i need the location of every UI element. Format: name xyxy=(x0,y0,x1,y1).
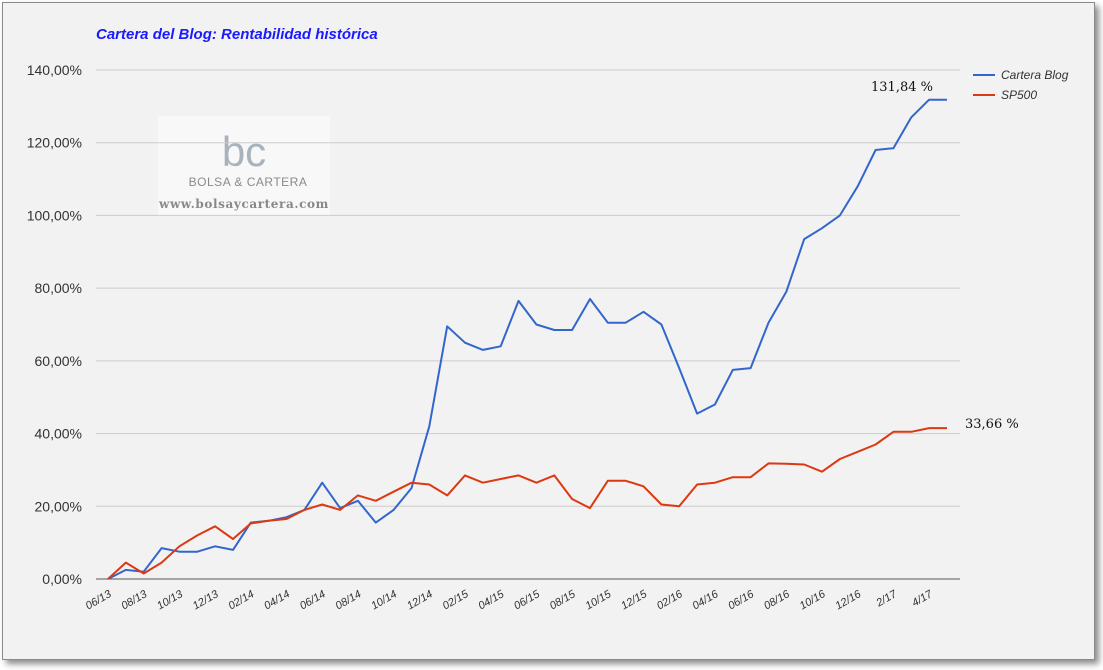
series-lines xyxy=(107,98,947,580)
y-tick-label: 140,00% xyxy=(27,62,82,78)
y-tick-label: 120,00% xyxy=(27,135,82,151)
x-tick-label: 02/15 xyxy=(441,588,472,613)
legend-label: SP500 xyxy=(1001,88,1037,102)
x-tick-label: 10/13 xyxy=(155,588,186,613)
x-tick-label: 02/16 xyxy=(655,588,686,613)
watermark-url: www.bolsaycartera.com xyxy=(158,197,329,211)
x-tick-label: 04/15 xyxy=(476,588,507,613)
x-tick-label: 04/14 xyxy=(262,588,292,612)
legend: Cartera Blog SP500 xyxy=(973,68,1069,102)
grid xyxy=(96,69,960,580)
x-tick-label: 06/16 xyxy=(726,588,757,613)
watermark-brand: BOLSA & CARTERA xyxy=(189,175,308,189)
x-tick-label: 06/13 xyxy=(84,588,115,613)
x-tick-label: 08/13 xyxy=(119,588,150,613)
chart-frame xyxy=(2,2,1095,660)
x-tick-label: 12/15 xyxy=(619,588,650,613)
x-tick-label: 06/15 xyxy=(512,588,543,613)
x-tick-label: 08/16 xyxy=(762,588,793,613)
y-tick-label: 0,00% xyxy=(42,571,82,587)
y-tick-label: 20,00% xyxy=(35,498,82,514)
x-tick-label: 10/15 xyxy=(583,588,614,613)
x-tick-label: 2/17 xyxy=(873,588,899,610)
x-tick-label: 06/14 xyxy=(298,588,328,612)
x-tick-label: 12/16 xyxy=(833,588,864,613)
y-tick-label: 100,00% xyxy=(27,207,82,223)
x-tick-label: 12/13 xyxy=(191,588,222,613)
y-tick-label: 40,00% xyxy=(35,426,82,442)
chart-title: Cartera del Blog: Rentabilidad histórica xyxy=(96,26,378,43)
series-line-sp500 xyxy=(107,427,947,580)
y-axis: 0,00% 20,00% 40,00% 60,00% 80,00% 100,00% 120,… xyxy=(27,62,82,587)
legend-label: Cartera Blog xyxy=(1001,68,1069,82)
x-tick-label: 4/17 xyxy=(910,588,935,610)
x-tick-label: 12/14 xyxy=(405,588,435,612)
y-tick-label: 60,00% xyxy=(35,353,82,369)
x-tick-label: 10/16 xyxy=(798,588,829,613)
x-tick-label: 10/14 xyxy=(369,588,399,612)
x-axis: 06/13 08/13 10/13 12/13 02/14 04/14 06/14 08/14… xyxy=(84,588,936,613)
x-tick-label: 08/14 xyxy=(334,588,364,612)
watermark-logo-text: bc xyxy=(222,128,266,175)
x-tick-label: 08/15 xyxy=(548,588,579,613)
y-tick-label: 80,00% xyxy=(35,280,82,296)
x-tick-label: 04/16 xyxy=(691,588,722,613)
watermark-logo: bc BOLSA & CARTERA www.bolsaycartera.com xyxy=(158,116,330,216)
end-label-cartera-blog: 131,84 % xyxy=(871,80,933,95)
x-tick-label: 02/14 xyxy=(226,588,256,612)
end-label-sp500: 33,66 % xyxy=(965,417,1019,432)
end-labels: 131,84 % 33,66 % xyxy=(871,80,1019,432)
